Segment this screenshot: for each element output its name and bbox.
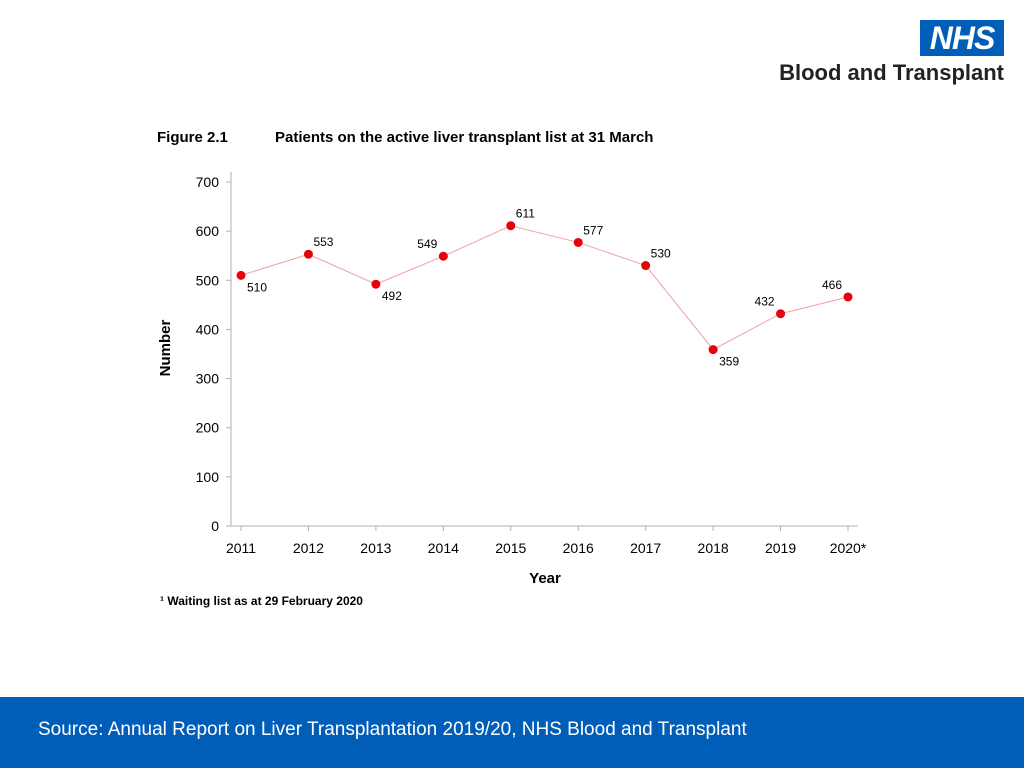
source-text: Source: Annual Report on Liver Transplan… xyxy=(38,719,747,740)
data-label: 577 xyxy=(583,223,603,237)
line-chart: 0 100 200 300 400 500 600 700 2011 2012 2013 2014 20… xyxy=(157,172,867,587)
figure-label: Figure 2.1 xyxy=(157,129,228,146)
y-tick-label: 0 xyxy=(211,518,219,534)
data-label: 611 xyxy=(516,207,535,221)
series-line xyxy=(240,225,849,351)
data-label: 549 xyxy=(417,237,437,251)
x-tick-label: 2017 xyxy=(630,540,661,556)
x-tick-label: 2020* xyxy=(830,540,867,556)
x-tick-label: 2018 xyxy=(698,540,729,556)
data-point xyxy=(236,270,246,280)
data-label: 530 xyxy=(651,247,671,261)
data-label: 510 xyxy=(247,280,267,294)
data-label: 432 xyxy=(755,295,775,309)
x-tick-label: 2019 xyxy=(765,540,796,556)
data-point xyxy=(843,292,853,302)
data-label: 466 xyxy=(822,278,842,292)
y-tick-label: 700 xyxy=(196,174,220,190)
x-tick-label: 2012 xyxy=(293,540,324,556)
figure-title: Patients on the active liver transplant … xyxy=(275,129,654,146)
data-point xyxy=(776,309,786,319)
data-point xyxy=(303,249,313,259)
x-tick-label: 2014 xyxy=(428,540,459,556)
data-point xyxy=(708,345,718,355)
y-tick-label: 200 xyxy=(196,420,220,436)
x-tick-label: 2015 xyxy=(495,540,526,556)
y-tick-label: 500 xyxy=(196,272,220,288)
data-point xyxy=(573,237,583,247)
data-point xyxy=(371,279,381,289)
x-tick-label: 2011 xyxy=(226,540,256,556)
data-point xyxy=(641,261,651,271)
data-label: 359 xyxy=(719,355,739,369)
x-axis-title: Year xyxy=(529,570,561,587)
data-point xyxy=(506,221,516,231)
y-tick-label: 600 xyxy=(196,223,220,239)
nhsbt-logo: NHS Blood and Transplant xyxy=(764,20,1004,90)
footnote: ¹ Waiting list as at 29 February 2020 xyxy=(160,594,363,608)
nhs-logo-box: NHS xyxy=(920,20,1004,56)
footer-bar: Source: Annual Report on Liver Transplan… xyxy=(0,697,1024,768)
y-tick-label: 400 xyxy=(196,321,220,337)
data-point xyxy=(438,251,448,261)
data-label: 553 xyxy=(313,235,333,249)
org-name: Blood and Transplant xyxy=(779,60,1004,85)
data-label: 492 xyxy=(382,289,402,303)
x-tick-label: 2013 xyxy=(360,540,391,556)
y-axis-title: Number xyxy=(157,320,174,377)
y-tick-label: 100 xyxy=(196,469,220,485)
x-tick-label: 2016 xyxy=(563,540,594,556)
y-tick-label: 300 xyxy=(196,371,220,387)
